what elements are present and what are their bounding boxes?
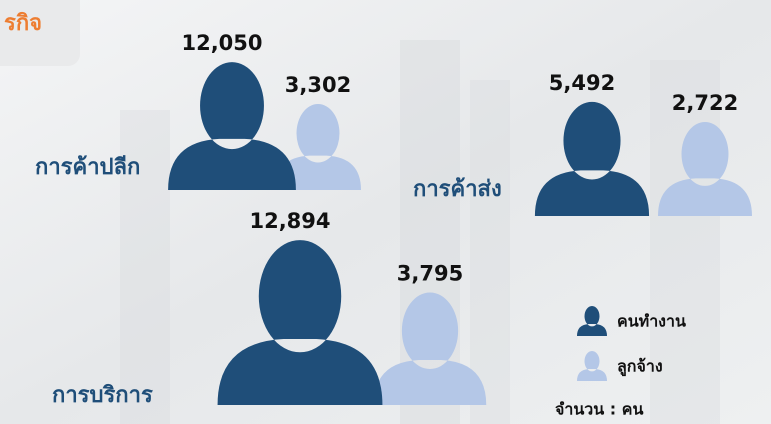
value-label: 3,795 <box>397 262 463 286</box>
value-label: 3,302 <box>285 73 351 97</box>
value-label: 5,492 <box>549 71 615 95</box>
category-label: การค้าส่ง <box>413 177 502 202</box>
title-box <box>0 0 80 66</box>
unit-note: จำนวน : คน <box>555 400 643 419</box>
category-label: การบริการ <box>52 383 153 408</box>
person-icon <box>373 292 487 405</box>
city-silhouette <box>120 40 720 424</box>
person-icon <box>168 62 296 190</box>
legend-label: ลูกจ้าง <box>617 357 663 378</box>
category-label: การค้าปลีก <box>35 155 140 180</box>
person-icon <box>217 240 383 405</box>
value-label: 12,050 <box>181 31 262 55</box>
legend-icon <box>577 351 607 381</box>
title: รกิจ <box>4 11 42 36</box>
person-icon <box>534 101 650 216</box>
legend-icon <box>577 306 607 336</box>
person-icon <box>658 122 752 216</box>
value-label: 12,894 <box>249 209 330 233</box>
person-icon <box>275 104 361 190</box>
value-label: 2,722 <box>672 91 738 115</box>
legend-label: คนทำงาน <box>617 312 686 331</box>
